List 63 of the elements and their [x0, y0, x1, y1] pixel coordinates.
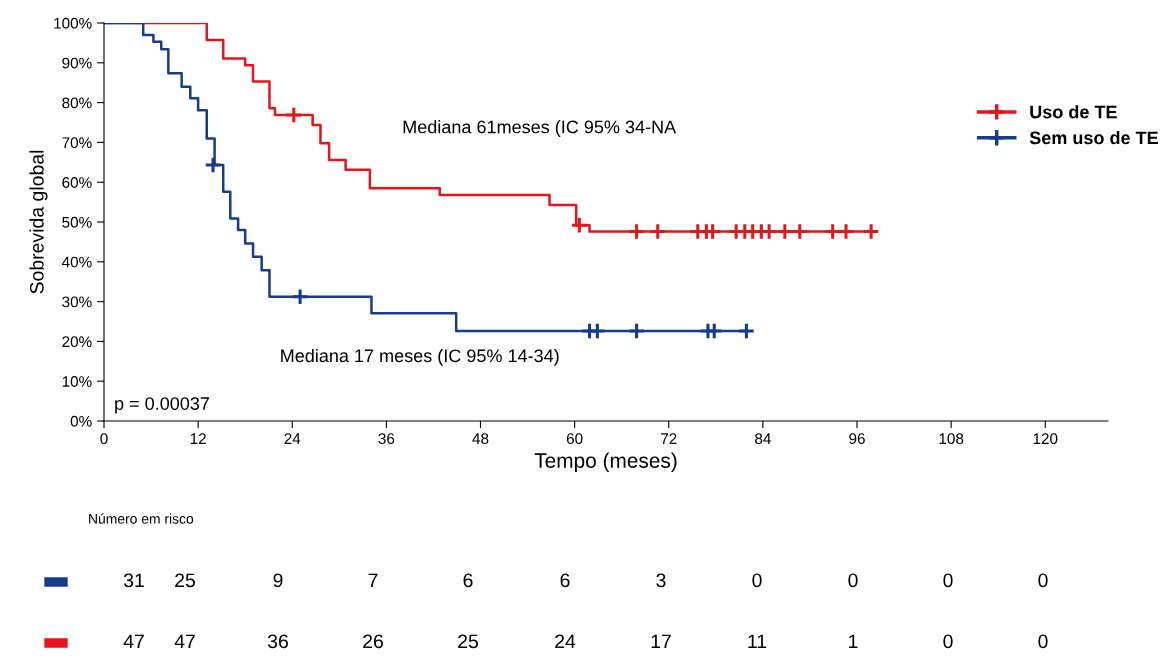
x-tick-label: 36 [378, 433, 395, 445]
text: 26 [363, 634, 383, 649]
y-tick-label: 80% [62, 97, 92, 109]
y-tick-label: 40% [61, 256, 92, 268]
y-tick-label: 20% [62, 336, 92, 348]
text: 36 [267, 634, 288, 649]
text: 0 [943, 634, 953, 649]
x-tick-label: 60 [566, 433, 583, 445]
point [204, 156, 222, 174]
point [862, 222, 880, 241]
x-tick-label: 24 [284, 433, 301, 444]
point [648, 222, 667, 241]
y-axis-title: Sobrevida global [29, 150, 48, 294]
text: 11 [748, 634, 767, 649]
text: 0 [1038, 634, 1048, 649]
text: 24 [555, 634, 576, 649]
x-tick-label: 120 [1033, 433, 1058, 445]
text: 25 [175, 573, 195, 588]
text: 25 [458, 634, 478, 649]
y-tick-label: 10% [62, 376, 92, 387]
y-tick-label: 100% [54, 17, 92, 29]
x-axis-title: Tempo (meses) [534, 452, 677, 473]
x-tick-label: 72 [661, 433, 677, 444]
text: 0 [1038, 573, 1048, 588]
point [570, 216, 589, 234]
x-tick-label: 48 [472, 433, 489, 445]
point [737, 322, 756, 340]
text: 9 [273, 573, 283, 588]
point [627, 222, 646, 241]
x-tick-label: 108 [939, 433, 964, 445]
legend-label: Sem uso de TE [1029, 130, 1158, 145]
text: 47 [123, 634, 144, 649]
y-tick-label: 60% [62, 177, 92, 188]
annotation: p = 0.00037 [115, 397, 210, 414]
x-tick-label: 84 [755, 433, 771, 445]
annotation: Mediana 61meses (IC 95% 34-NA [403, 120, 677, 137]
y-tick-label: 30% [62, 296, 92, 308]
text: 7 [368, 573, 378, 588]
text: 17 [651, 634, 671, 649]
y-tick-label: 50% [62, 216, 92, 228]
text: 1 [849, 634, 858, 649]
text: 3 [656, 573, 666, 588]
y-tick-label: 90% [62, 57, 92, 69]
x-tick-label: 96 [849, 433, 865, 445]
point [790, 222, 809, 241]
text: 0 [943, 573, 953, 588]
text: 31 [123, 573, 144, 588]
annotation: Mediana 17 meses (IC 95% 14-34) [281, 348, 559, 366]
point [291, 288, 309, 306]
x-tick-label: 0 [100, 433, 108, 445]
text: 6 [463, 573, 473, 588]
y-tick-label: 0% [70, 415, 92, 427]
text: 0 [752, 573, 762, 588]
x-tick-label: 12 [190, 433, 206, 444]
text: 6 [560, 573, 570, 588]
text: 47 [174, 634, 195, 649]
point [627, 322, 646, 340]
y-tick-label: 70% [62, 137, 92, 149]
point [776, 222, 794, 241]
text: 0 [848, 573, 858, 588]
legend-label: Uso de TE [1030, 105, 1117, 119]
text: Número em risco [89, 513, 194, 524]
point [285, 106, 303, 124]
